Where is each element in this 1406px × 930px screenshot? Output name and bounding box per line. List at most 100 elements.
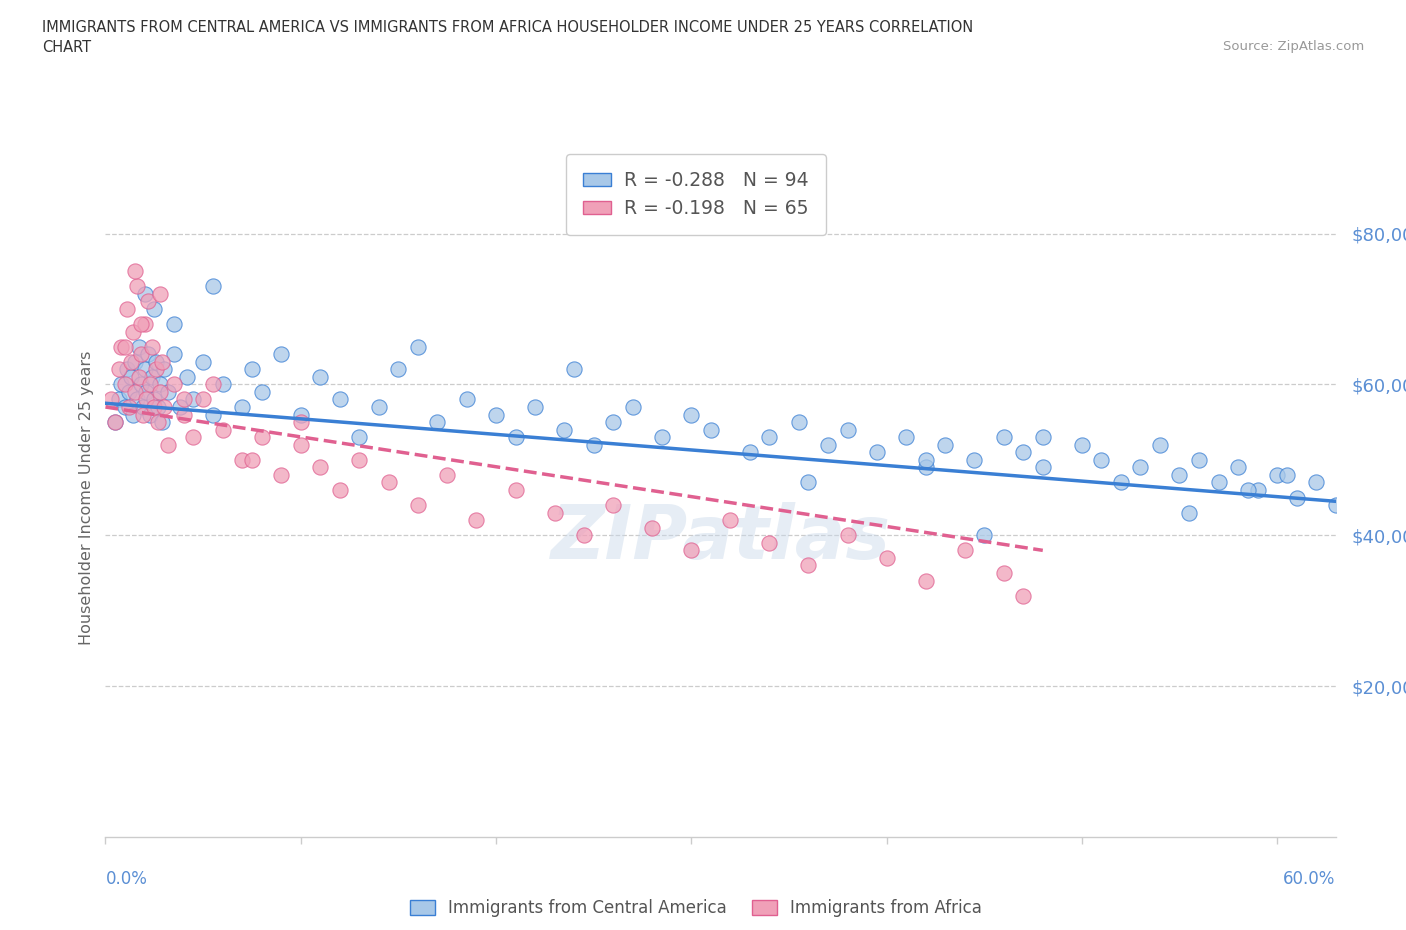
Point: [456, 392, 478, 407]
Point: [129, 377, 152, 392]
Point: [963, 452, 986, 467]
Point: [128, 369, 150, 384]
Point: [1012, 588, 1035, 603]
Point: [758, 430, 780, 445]
Point: [1168, 468, 1191, 483]
Point: [1275, 468, 1298, 483]
Point: [169, 400, 191, 415]
Point: [1178, 505, 1201, 520]
Point: [1032, 460, 1054, 475]
Point: [1227, 460, 1250, 475]
Point: [110, 339, 132, 354]
Point: [211, 377, 233, 392]
Text: IMMIGRANTS FROM CENTRAL AMERICA VS IMMIGRANTS FROM AFRICA HOUSEHOLDER INCOME UND: IMMIGRANTS FROM CENTRAL AMERICA VS IMMIG…: [42, 20, 973, 35]
Point: [837, 528, 859, 543]
Point: [1149, 437, 1171, 452]
Point: [104, 415, 127, 430]
Point: [329, 392, 352, 407]
Point: [553, 422, 575, 437]
Point: [436, 468, 458, 483]
Point: [115, 362, 138, 377]
Point: [1246, 483, 1268, 498]
Point: [125, 279, 148, 294]
Point: [1129, 460, 1152, 475]
Point: [485, 407, 508, 422]
Point: [131, 407, 153, 422]
Point: [150, 354, 173, 369]
Point: [543, 505, 565, 520]
Point: [572, 528, 595, 543]
Point: [104, 415, 127, 430]
Point: [124, 354, 146, 369]
Point: [118, 384, 141, 399]
Point: [163, 377, 186, 392]
Point: [129, 316, 152, 331]
Point: [993, 430, 1015, 445]
Point: [231, 400, 253, 415]
Point: [1032, 430, 1054, 445]
Point: [120, 354, 142, 369]
Point: [141, 339, 163, 354]
Point: [139, 407, 162, 422]
Point: [163, 347, 186, 362]
Point: [149, 377, 172, 392]
Point: [681, 543, 703, 558]
Point: [201, 407, 224, 422]
Point: [953, 543, 976, 558]
Point: [290, 415, 312, 430]
Point: [138, 347, 160, 362]
Point: [149, 384, 172, 399]
Point: [641, 520, 664, 535]
Point: [837, 422, 859, 437]
Point: [135, 384, 157, 399]
Point: [149, 286, 172, 301]
Point: [973, 528, 995, 543]
Point: [1208, 475, 1230, 490]
Point: [602, 498, 624, 512]
Point: [329, 483, 352, 498]
Point: [110, 377, 132, 392]
Point: [914, 452, 936, 467]
Point: [183, 430, 205, 445]
Point: [125, 392, 148, 407]
Point: [191, 392, 214, 407]
Point: [240, 452, 263, 467]
Point: [465, 512, 488, 527]
Point: [129, 347, 152, 362]
Point: [290, 437, 312, 452]
Point: [406, 498, 429, 512]
Point: [156, 384, 179, 399]
Point: [787, 415, 810, 430]
Point: [176, 369, 198, 384]
Point: [250, 430, 273, 445]
Point: [524, 400, 547, 415]
Point: [120, 369, 142, 384]
Point: [738, 445, 761, 459]
Point: [367, 400, 389, 415]
Point: [148, 415, 170, 430]
Point: [173, 407, 195, 422]
Point: [121, 407, 143, 422]
Point: [134, 362, 156, 377]
Point: [114, 339, 136, 354]
Point: [250, 384, 273, 399]
Legend: Immigrants from Central America, Immigrants from Africa: Immigrants from Central America, Immigra…: [404, 893, 988, 923]
Point: [1090, 452, 1112, 467]
Point: [602, 415, 624, 430]
Point: [173, 392, 195, 407]
Point: [406, 339, 429, 354]
Point: [700, 422, 723, 437]
Point: [201, 377, 224, 392]
Point: [114, 400, 136, 415]
Text: CHART: CHART: [42, 40, 91, 55]
Point: [797, 475, 820, 490]
Point: [135, 392, 157, 407]
Point: [114, 377, 136, 392]
Point: [866, 445, 889, 459]
Point: [349, 452, 371, 467]
Point: [914, 460, 936, 475]
Point: [1237, 483, 1260, 498]
Point: [1070, 437, 1092, 452]
Point: [387, 362, 409, 377]
Text: Source: ZipAtlas.com: Source: ZipAtlas.com: [1223, 40, 1364, 53]
